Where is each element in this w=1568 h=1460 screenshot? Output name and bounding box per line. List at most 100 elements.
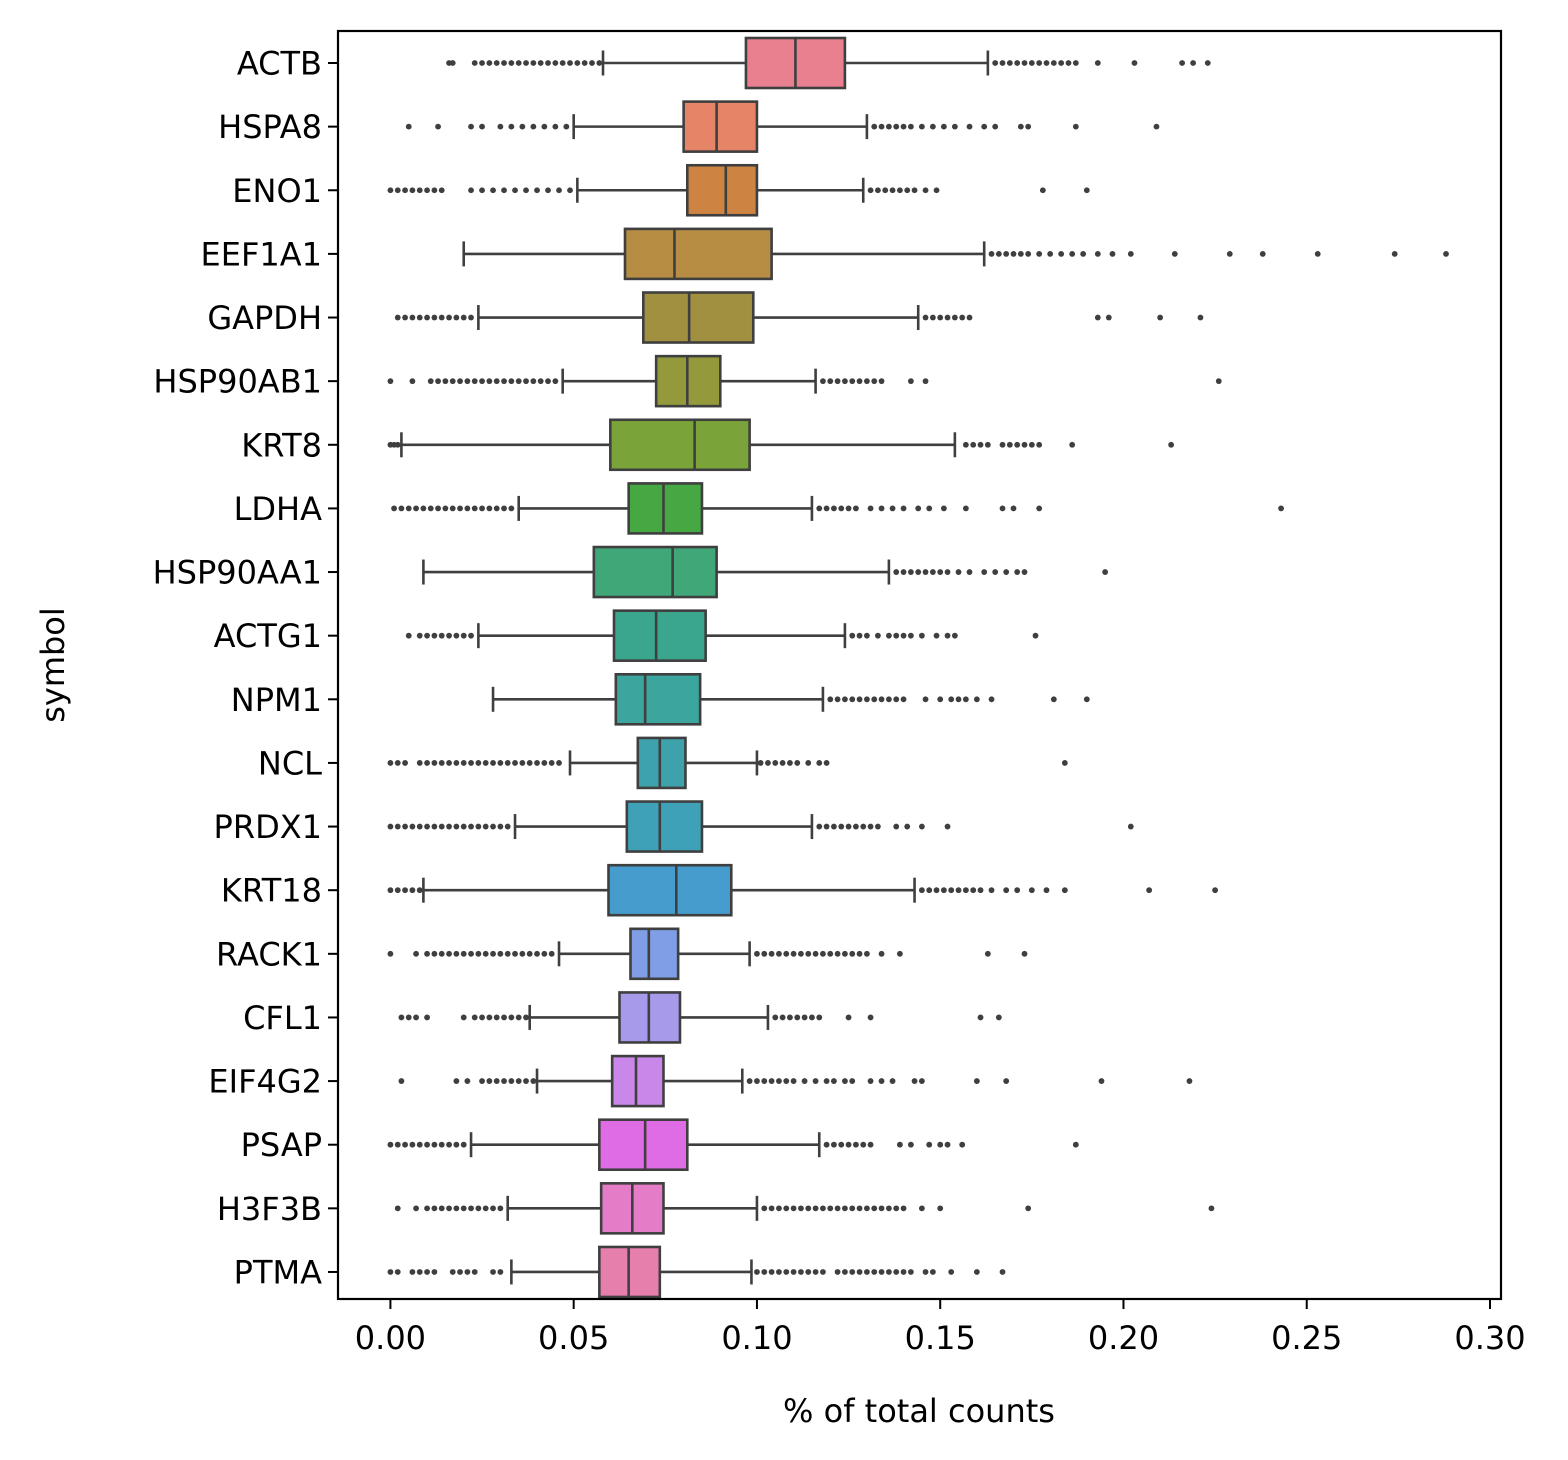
outlier-point [405,632,412,639]
outlier-point [453,632,460,639]
outlier-point [409,378,416,385]
outlier-point [889,187,896,194]
outlier-point [845,1014,852,1021]
outlier-point [438,187,445,194]
outlier-point [885,123,892,130]
outlier-point [937,696,944,703]
y-tick-label: NPM1 [231,681,322,719]
outlier-point [545,187,551,194]
iqr-box [627,482,704,535]
box-group-actg1 [405,609,1039,662]
outlier-point [907,1141,914,1148]
box-group-krt8 [387,418,1175,472]
outlier-point [959,314,966,321]
outlier-point [589,60,595,66]
iqr-box [612,609,707,662]
outlier-point [926,887,933,894]
x-tick-label: 0.25 [1271,1319,1342,1357]
outlier-point [864,632,870,639]
outlier-point [1025,1205,1032,1212]
outlier-point [1197,314,1204,321]
outlier-point [871,378,878,385]
outlier-point [1003,569,1010,575]
outlier-point [435,505,441,512]
outlier-point [548,950,555,957]
outlier-point [955,887,962,894]
outlier-point [486,60,493,66]
x-axis: 0.00 0.05 0.10 0.15 0.20 0.25 0.30 [355,1299,1526,1357]
outlier-points [387,823,1134,830]
outlier-point [398,1078,405,1084]
outlier-point [398,505,405,512]
outlier-point [1443,250,1449,257]
outlier-point [394,887,401,894]
outlier-point [446,314,452,321]
box-group-psap [387,1118,1079,1172]
outlier-point [981,569,988,575]
outlier-point [834,696,841,703]
iqr-box [614,672,702,726]
outlier-point [878,505,885,512]
outlier-point [1094,60,1101,66]
outlier-point [812,950,819,957]
outlier-point [460,1141,467,1148]
outlier-point [387,823,394,830]
box-group-eef1a1 [462,227,1449,281]
outlier-point [1050,696,1057,703]
outlier-point [416,887,423,894]
outlier-point [834,1269,841,1275]
outlier-point [995,1014,1002,1021]
outlier-point [493,505,500,512]
outlier-point [1061,887,1068,894]
box-group-ncl [387,736,1068,790]
outlier-point [497,950,504,957]
outlier-point [545,378,551,385]
outlier-point [812,1078,819,1084]
outlier-point [1146,887,1153,894]
outlier-point [1036,60,1043,66]
outlier-point [878,950,885,957]
outlier-point [387,378,394,385]
box-group-krt18 [387,863,1219,917]
outlier-point [801,1078,808,1084]
y-tick-label: ENO1 [232,172,322,210]
outlier-point [409,823,416,830]
outlier-point [482,823,489,830]
outlier-point [394,1269,401,1275]
outlier-point [519,760,526,766]
outlier-point [776,1269,782,1275]
y-tick-label: PSAP [241,1126,322,1164]
outlier-point [962,505,969,512]
outlier-point [479,187,485,194]
outlier-points [394,314,1204,321]
outlier-point [394,187,401,194]
outlier-point [457,378,463,385]
outlier-point [493,60,500,66]
outlier-point [776,950,782,957]
outlier-point [783,1205,790,1212]
x-tick-label: 0.20 [1088,1319,1159,1357]
outlier-point [486,1014,493,1021]
outlier-point [853,1141,859,1148]
iqr-box [636,736,687,790]
outlier-point [984,950,991,957]
outlier-point [490,760,496,766]
outlier-point [1028,887,1035,894]
outlier-point [761,1269,768,1275]
outlier-point [966,569,973,575]
outlier-point [816,823,823,830]
outlier-point [526,950,533,957]
outlier-point [534,760,540,766]
outlier-point [988,887,995,894]
outlier-point [842,1078,848,1084]
outlier-point [907,123,914,130]
outlier-point [508,1078,515,1084]
outlier-point [864,378,870,385]
outlier-point [435,378,441,385]
outlier-point [567,187,573,194]
outlier-point [1032,632,1039,639]
outlier-point [922,696,929,703]
outlier-point [867,505,874,512]
outlier-point [926,505,933,512]
